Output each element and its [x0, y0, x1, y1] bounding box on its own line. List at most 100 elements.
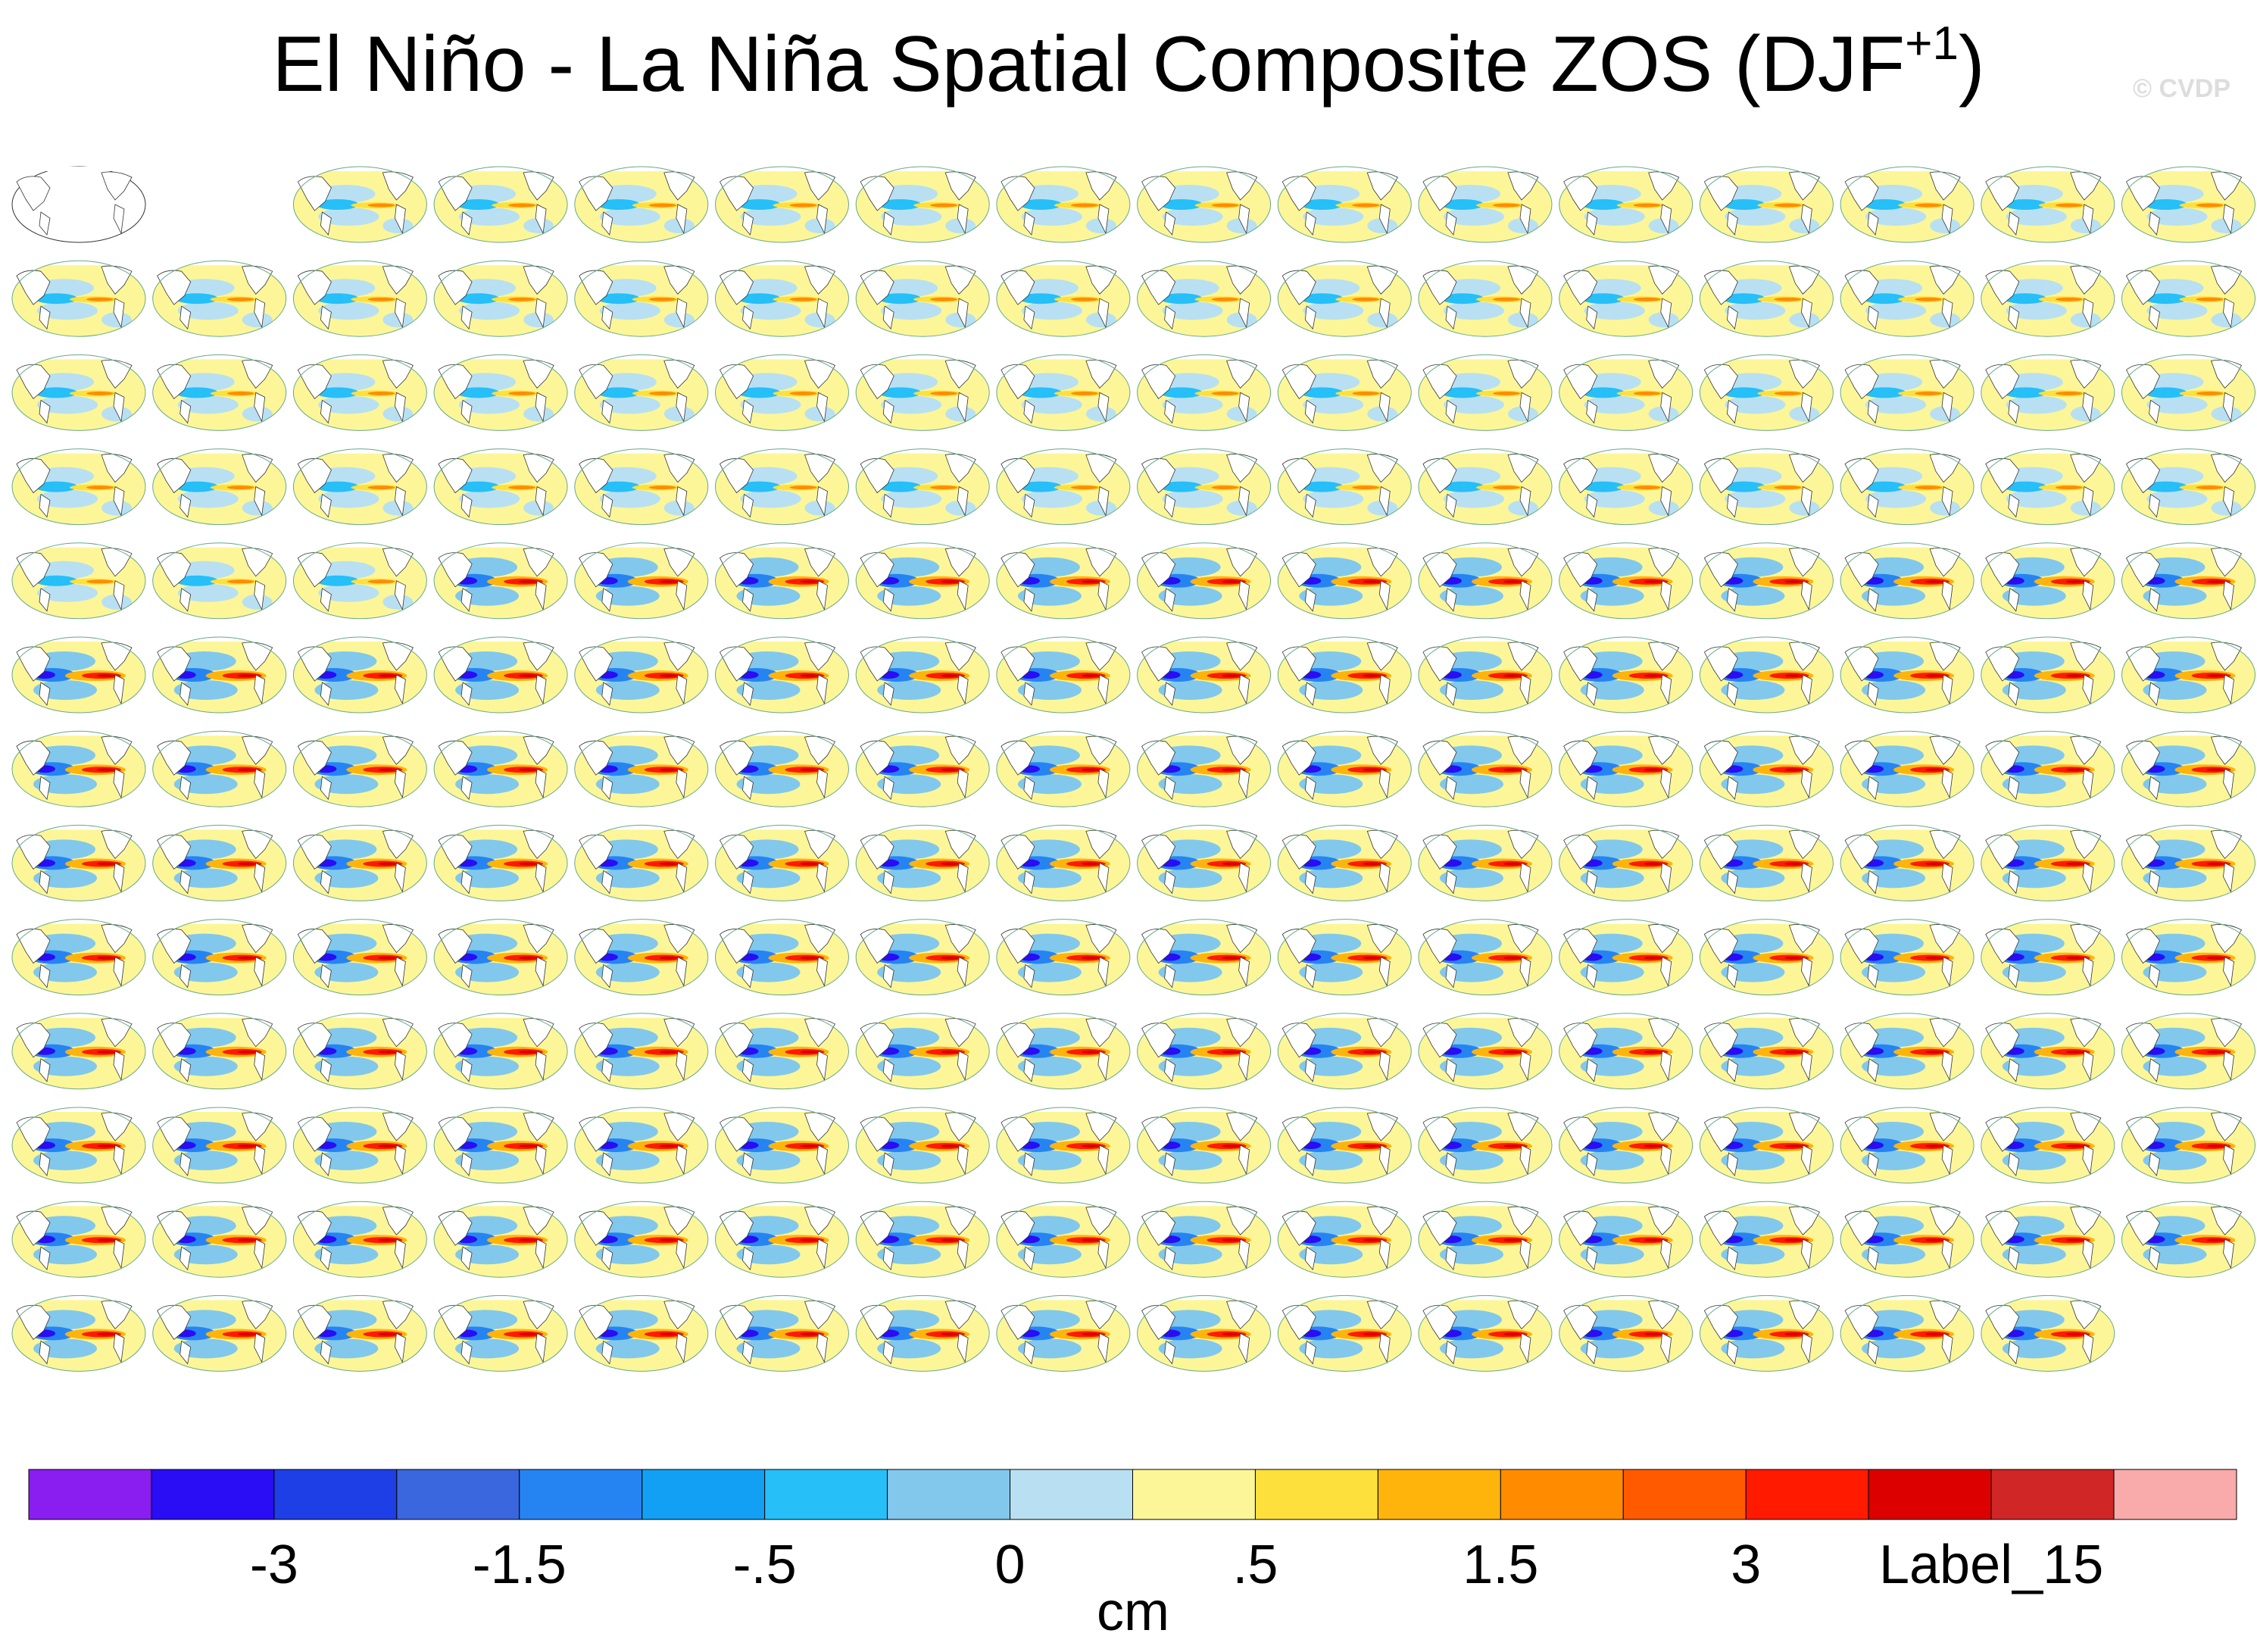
map-panel — [1558, 823, 1694, 902]
map-panel — [1136, 353, 1272, 432]
map-panel — [573, 918, 710, 997]
map-panel — [2121, 259, 2257, 338]
map-panel — [11, 542, 147, 620]
map-panel — [2121, 918, 2257, 997]
map-panel — [2121, 823, 2257, 902]
map-panel — [714, 729, 851, 808]
map-panel — [432, 729, 569, 808]
map-panel — [1417, 636, 1553, 714]
map-panel — [432, 542, 569, 620]
map-panel — [292, 1106, 428, 1185]
map-panel — [432, 259, 569, 338]
map-panel — [1558, 165, 1694, 244]
map-panel — [1558, 448, 1694, 526]
map-panel — [1698, 542, 1834, 620]
map-panel — [1839, 823, 1975, 902]
map-panel — [11, 448, 147, 526]
map-panel — [11, 1294, 147, 1373]
map-panel — [432, 636, 569, 714]
map-panel — [854, 636, 991, 714]
map-panel — [1417, 823, 1553, 902]
map-panel — [11, 259, 147, 338]
map-panel — [573, 165, 710, 244]
map-panel — [2121, 636, 2257, 714]
map-panel — [1417, 353, 1553, 432]
map-panel — [573, 259, 710, 338]
map-panel — [995, 823, 1132, 902]
map-panel — [1980, 636, 2116, 714]
map-panel — [1276, 353, 1413, 432]
colorbar-label: .5 — [1232, 1535, 1278, 1595]
colorbar-label: 1.5 — [1463, 1535, 1538, 1595]
map-panel — [854, 918, 991, 997]
map-panel — [1136, 729, 1272, 808]
map-panel — [573, 823, 710, 902]
map-panel — [714, 353, 851, 432]
map-panel — [1698, 729, 1834, 808]
title: El Niño - La Niña Spatial Composite ZOS … — [272, 17, 1984, 108]
map-panel — [432, 918, 569, 997]
map-panel — [1136, 636, 1272, 714]
map-panel — [1558, 1294, 1694, 1373]
map-panel — [854, 542, 991, 620]
map-panel — [11, 1200, 147, 1279]
map-panel — [292, 1294, 428, 1373]
map-panel — [151, 823, 288, 902]
map-panel — [573, 1294, 710, 1373]
colorbar-box — [2113, 1469, 2237, 1520]
colorbar-box — [1622, 1469, 1747, 1520]
colorbar-box — [1254, 1469, 1378, 1520]
colorbar-box — [1377, 1469, 1501, 1520]
map-panel — [151, 542, 288, 620]
map-panel — [151, 448, 288, 526]
map-panel — [573, 353, 710, 432]
map-panel — [1980, 353, 2116, 432]
map-panel — [573, 729, 710, 808]
colorbar-box — [1990, 1469, 2115, 1520]
map-panel — [151, 729, 288, 808]
map-panel — [2121, 1200, 2257, 1279]
map-panel — [1980, 1200, 2116, 1279]
map-panel — [1980, 542, 2116, 620]
map-panel — [1558, 729, 1694, 808]
map-panel — [2121, 1106, 2257, 1185]
map-panel — [854, 165, 991, 244]
map-panel — [1136, 259, 1272, 338]
map-panel — [714, 1106, 851, 1185]
map-panel — [1136, 918, 1272, 997]
map-panel — [11, 1012, 147, 1091]
colorbar-label: -.5 — [733, 1535, 797, 1595]
map-panel — [995, 353, 1132, 432]
map-panel — [995, 259, 1132, 338]
map-panel — [2121, 353, 2257, 432]
map-panel — [1558, 1200, 1694, 1279]
map-panel — [854, 1294, 991, 1373]
map-panel — [995, 1106, 1132, 1185]
map-panel — [1698, 165, 1834, 244]
map-panel — [1558, 542, 1694, 620]
map-panel — [292, 823, 428, 902]
map-panel — [11, 729, 147, 808]
map-panel — [1558, 636, 1694, 714]
map-panel — [1698, 448, 1834, 526]
map-panel — [995, 729, 1132, 808]
map-panel — [11, 636, 147, 714]
map-panel — [995, 1200, 1132, 1279]
map-panel — [1136, 1012, 1272, 1091]
map-panel — [1417, 448, 1553, 526]
map-panel — [1839, 636, 1975, 714]
map-panel — [151, 636, 288, 714]
map-panel — [854, 448, 991, 526]
map-panel — [11, 353, 147, 432]
map-panel — [151, 1200, 288, 1279]
map-panel — [432, 1012, 569, 1091]
map-panel — [573, 636, 710, 714]
map-panel — [11, 823, 147, 902]
map-panel — [1417, 918, 1553, 997]
map-panel — [2121, 448, 2257, 526]
map-panel — [1698, 636, 1834, 714]
map-panel — [432, 823, 569, 902]
map-panel — [1417, 1012, 1553, 1091]
map-panel — [1980, 918, 2116, 997]
